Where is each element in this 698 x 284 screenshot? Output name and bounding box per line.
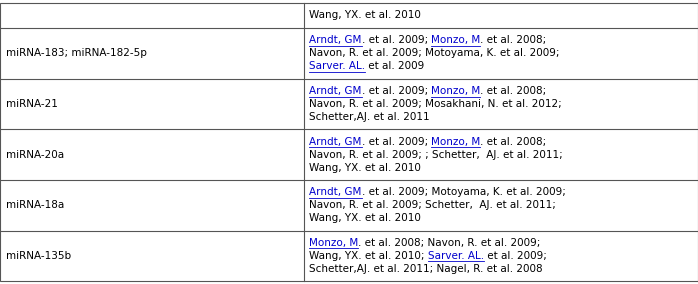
- Text: . et al. 2008;: . et al. 2008;: [480, 36, 547, 45]
- Text: miRNA-20a: miRNA-20a: [6, 150, 64, 160]
- Text: miRNA-21: miRNA-21: [6, 99, 57, 109]
- Text: Wang, YX. et al. 2010;: Wang, YX. et al. 2010;: [309, 251, 428, 261]
- Text: Monzo, M: Monzo, M: [431, 86, 480, 96]
- Text: . et al. 2009;: . et al. 2009;: [362, 36, 431, 45]
- Text: et al. 2009: et al. 2009: [365, 61, 424, 72]
- Text: Wang, YX. et al. 2010: Wang, YX. et al. 2010: [309, 163, 421, 173]
- Text: et al. 2009;: et al. 2009;: [484, 251, 547, 261]
- Text: Navon, R. et al. 2009; Motoyama, K. et al. 2009;: Navon, R. et al. 2009; Motoyama, K. et a…: [309, 49, 560, 59]
- Text: Navon, R. et al. 2009; ; Schetter,  AJ. et al. 2011;: Navon, R. et al. 2009; ; Schetter, AJ. e…: [309, 150, 563, 160]
- Text: Schetter,AJ. et al. 2011; Nagel, R. et al. 2008: Schetter,AJ. et al. 2011; Nagel, R. et a…: [309, 264, 543, 274]
- Text: Monzo, M: Monzo, M: [431, 36, 480, 45]
- Text: Wang, YX. et al. 2010: Wang, YX. et al. 2010: [309, 213, 421, 223]
- Text: Monzo, M: Monzo, M: [309, 238, 359, 248]
- Text: . et al. 2009;: . et al. 2009;: [362, 137, 431, 147]
- Text: Navon, R. et al. 2009; Schetter,  AJ. et al. 2011;: Navon, R. et al. 2009; Schetter, AJ. et …: [309, 200, 556, 210]
- Text: miRNA-183; miRNA-182-5p: miRNA-183; miRNA-182-5p: [6, 49, 147, 59]
- Text: . et al. 2009; Motoyama, K. et al. 2009;: . et al. 2009; Motoyama, K. et al. 2009;: [362, 187, 565, 197]
- Text: . et al. 2009;: . et al. 2009;: [362, 86, 431, 96]
- Text: Arndt, GM: Arndt, GM: [309, 137, 362, 147]
- Text: Navon, R. et al. 2009; Mosakhani, N. et al. 2012;: Navon, R. et al. 2009; Mosakhani, N. et …: [309, 99, 562, 109]
- Text: Wang, YX. et al. 2010: Wang, YX. et al. 2010: [309, 11, 421, 20]
- Text: Arndt, GM: Arndt, GM: [309, 86, 362, 96]
- Text: . et al. 2008; Navon, R. et al. 2009;: . et al. 2008; Navon, R. et al. 2009;: [359, 238, 541, 248]
- Text: miRNA-135b: miRNA-135b: [6, 251, 70, 261]
- Text: Schetter,AJ. et al. 2011: Schetter,AJ. et al. 2011: [309, 112, 430, 122]
- Text: . et al. 2008;: . et al. 2008;: [480, 137, 547, 147]
- Text: Sarver. AL.: Sarver. AL.: [309, 61, 365, 72]
- Text: Monzo, M: Monzo, M: [431, 137, 480, 147]
- Text: Arndt, GM: Arndt, GM: [309, 36, 362, 45]
- Text: . et al. 2008;: . et al. 2008;: [480, 86, 547, 96]
- Text: miRNA-18a: miRNA-18a: [6, 200, 64, 210]
- Text: Sarver. AL.: Sarver. AL.: [428, 251, 484, 261]
- Text: Arndt, GM: Arndt, GM: [309, 187, 362, 197]
